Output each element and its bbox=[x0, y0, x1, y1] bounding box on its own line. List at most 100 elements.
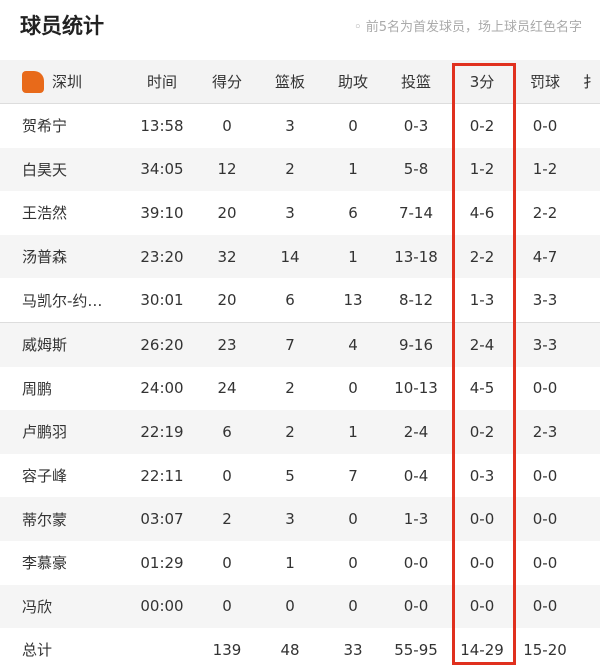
player-name: 白昊天 bbox=[22, 160, 68, 179]
3pt: 2-4 bbox=[469, 335, 495, 354]
points: 20 bbox=[217, 291, 237, 310]
rebounds: 3 bbox=[285, 116, 295, 135]
player-name: 周鹏 bbox=[22, 379, 53, 398]
ft: 0-0 bbox=[532, 116, 558, 135]
rebounds: 5 bbox=[285, 466, 295, 485]
table-row[interactable]: 容子峰 22:11 0 5 7 0-4 0-3 0-0 bbox=[0, 454, 600, 498]
assists: 4 bbox=[348, 335, 358, 354]
table-row[interactable]: 李慕豪 01:29 0 1 0 0-0 0-0 0-0 bbox=[0, 541, 600, 585]
time: 34:05 bbox=[140, 160, 184, 179]
col-assists[interactable]: 助攻 bbox=[337, 73, 368, 91]
3pt: 0-0 bbox=[469, 510, 495, 529]
time: 24:00 bbox=[140, 379, 184, 398]
rebounds: 2 bbox=[285, 379, 295, 398]
rebounds: 3 bbox=[285, 203, 295, 222]
player-name: 王浩然 bbox=[22, 204, 68, 223]
time: 23:20 bbox=[140, 247, 184, 266]
time: 00:00 bbox=[140, 597, 184, 616]
total-row: 总计 139 48 33 55-95 14-29 15-20 bbox=[0, 628, 600, 672]
3pt: 2-2 bbox=[469, 247, 495, 266]
fg: 10-13 bbox=[394, 379, 438, 398]
points: 2 bbox=[222, 510, 232, 529]
points: 0 bbox=[222, 466, 232, 485]
player-name: 容子峰 bbox=[22, 467, 68, 486]
total-ft: 15-20 bbox=[523, 640, 567, 659]
total-points: 139 bbox=[212, 640, 242, 659]
3pt: 4-5 bbox=[469, 379, 495, 398]
fg: 5-8 bbox=[403, 160, 429, 179]
3pt: 0-0 bbox=[469, 597, 495, 616]
ft: 3-3 bbox=[532, 291, 558, 310]
assists: 0 bbox=[348, 553, 358, 572]
col-ft[interactable]: 罚球 bbox=[529, 73, 560, 91]
table-header: 深圳 时间 得分 篮板 助攻 投篮 3分 罚球 扌 bbox=[0, 60, 600, 104]
points: 12 bbox=[217, 160, 237, 179]
table-row[interactable]: 卢鹏羽 22:19 6 2 1 2-4 0-2 2-3 bbox=[0, 410, 600, 454]
ft: 3-3 bbox=[532, 335, 558, 354]
3pt: 0-2 bbox=[469, 422, 495, 441]
fg: 9-16 bbox=[398, 335, 434, 354]
col-clipped[interactable]: 扌 bbox=[583, 73, 599, 91]
ft: 0-0 bbox=[532, 379, 558, 398]
total-assists: 33 bbox=[343, 640, 363, 659]
fg: 0-0 bbox=[403, 597, 429, 616]
points: 24 bbox=[217, 379, 237, 398]
table-row[interactable]: 周鹏 24:00 24 2 0 10-13 4-5 0-0 bbox=[0, 367, 600, 411]
assists: 0 bbox=[348, 379, 358, 398]
table-row[interactable]: 威姆斯 26:20 23 7 4 9-16 2-4 3-3 bbox=[0, 322, 600, 367]
fg: 0-3 bbox=[403, 116, 429, 135]
total-fg: 55-95 bbox=[394, 640, 438, 659]
points: 0 bbox=[222, 597, 232, 616]
col-time[interactable]: 时间 bbox=[146, 73, 177, 91]
time: 01:29 bbox=[140, 553, 184, 572]
player-name: 卢鹏羽 bbox=[22, 423, 68, 442]
assists: 1 bbox=[348, 160, 358, 179]
ft: 0-0 bbox=[532, 466, 558, 485]
player-name: 威姆斯 bbox=[22, 336, 68, 355]
rebounds: 3 bbox=[285, 510, 295, 529]
player-name: 冯欣 bbox=[22, 597, 53, 616]
col-rebounds[interactable]: 篮板 bbox=[274, 73, 305, 91]
assists: 7 bbox=[348, 466, 358, 485]
assists: 0 bbox=[348, 510, 358, 529]
total-3pt: 14-29 bbox=[460, 640, 504, 659]
col-3pt[interactable]: 3分 bbox=[469, 73, 495, 91]
assists: 13 bbox=[343, 291, 363, 310]
assists: 0 bbox=[348, 116, 358, 135]
ft: 1-2 bbox=[532, 160, 558, 179]
table-row[interactable]: 白昊天 34:05 12 2 1 5-8 1-2 1-2 bbox=[0, 147, 600, 192]
3pt: 4-6 bbox=[469, 203, 495, 222]
3pt: 0-2 bbox=[469, 116, 495, 135]
total-rebounds: 48 bbox=[280, 640, 300, 659]
table-row[interactable]: 汤普森 23:20 32 14 1 13-18 2-2 4-7 bbox=[0, 234, 600, 279]
fg: 2-4 bbox=[403, 422, 429, 441]
assists: 6 bbox=[348, 203, 358, 222]
player-name: 李慕豪 bbox=[22, 554, 68, 573]
time: 39:10 bbox=[140, 203, 184, 222]
col-points[interactable]: 得分 bbox=[211, 73, 242, 91]
3pt: 0-0 bbox=[469, 553, 495, 572]
rebounds: 14 bbox=[280, 247, 300, 266]
team-name: 深圳 bbox=[52, 73, 83, 91]
player-name: 马凯尔-约… bbox=[22, 291, 103, 310]
time: 13:58 bbox=[140, 116, 184, 135]
time: 03:07 bbox=[140, 510, 184, 529]
table-row[interactable]: 贺希宁 13:58 0 3 0 0-3 0-2 0-0 bbox=[0, 104, 600, 148]
table-row[interactable]: 冯欣 00:00 0 0 0 0-0 0-0 0-0 bbox=[0, 584, 600, 629]
starter-note: ◦ 前5名为首发球员，场上球员红色名字 bbox=[353, 20, 582, 35]
player-stats-table: 深圳 时间 得分 篮板 助攻 投篮 3分 罚球 扌 贺希宁 13:58 0 3 0 0-3… bbox=[0, 60, 600, 672]
col-fg[interactable]: 投篮 bbox=[400, 73, 431, 91]
rebounds: 2 bbox=[285, 422, 295, 441]
time: 22:11 bbox=[140, 466, 184, 485]
rebounds: 2 bbox=[285, 160, 295, 179]
player-name: 汤普森 bbox=[22, 248, 68, 267]
team-logo-icon bbox=[22, 71, 44, 93]
rebounds: 6 bbox=[285, 291, 295, 310]
points: 20 bbox=[217, 203, 237, 222]
points: 0 bbox=[222, 116, 232, 135]
table-row[interactable]: 王浩然 39:10 20 3 6 7-14 4-6 2-2 bbox=[0, 191, 600, 235]
total-player-name: 总计 bbox=[22, 641, 53, 660]
table-row[interactable]: 马凯尔-约… 30:01 20 6 13 8-12 1-3 3-3 bbox=[0, 278, 600, 323]
fg: 0-0 bbox=[403, 553, 429, 572]
table-row[interactable]: 蒂尔蒙 03:07 2 3 0 1-3 0-0 0-0 bbox=[0, 497, 600, 541]
